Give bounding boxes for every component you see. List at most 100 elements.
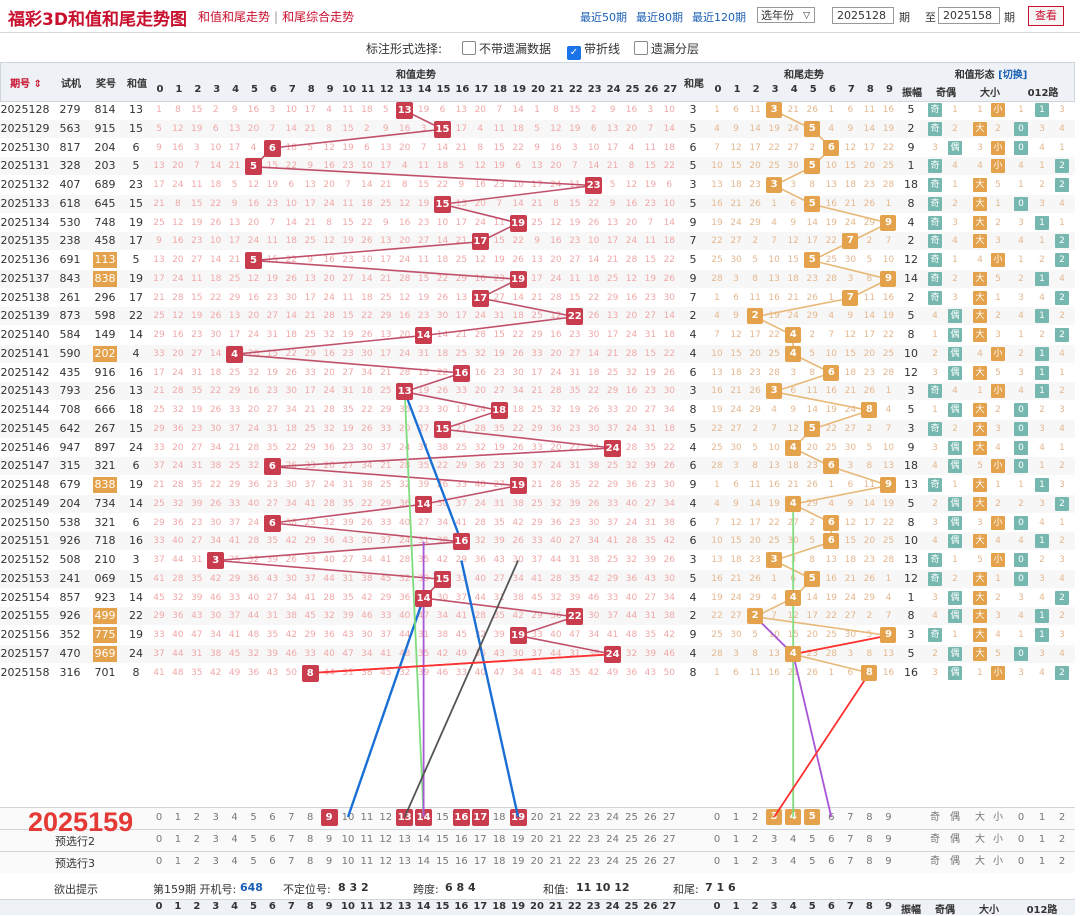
predict-sum-option[interactable]: 6 (269, 856, 276, 867)
recent-120-link[interactable]: 最近120期 (692, 11, 746, 24)
predict-sum-option[interactable]: 26 (644, 812, 657, 823)
predict-shape-option[interactable]: 0 (1017, 812, 1025, 823)
predict-tail-option[interactable]: 9 (885, 834, 892, 845)
from-issue-input[interactable]: 2025128 (832, 7, 894, 24)
predict-tail-option[interactable]: 0 (713, 834, 721, 845)
year-select[interactable]: 选年份 ▽ (757, 7, 815, 23)
predict-sum-option[interactable]: 6 (269, 812, 276, 823)
predict-sum-option[interactable]: 25 (625, 834, 638, 845)
predict-sum-option[interactable]: 26 (644, 856, 657, 867)
predict-sum-option[interactable]: 4 (231, 856, 238, 867)
predict-sum-selected[interactable]: 16 (452, 809, 470, 826)
predict-sum-option[interactable]: 24 (606, 812, 619, 823)
predict-sum-option[interactable]: 1 (174, 834, 182, 845)
predict-shape-option[interactable]: 0 (1017, 834, 1025, 845)
predict-shape-option[interactable]: 大 (975, 856, 985, 867)
predict-sum-option[interactable]: 7 (288, 834, 295, 845)
predict-sum-option[interactable]: 2 (193, 812, 200, 823)
predict-shape-option[interactable]: 1 (1038, 834, 1046, 845)
predict-tail-option[interactable]: 4 (790, 856, 797, 867)
predict-shape-option[interactable]: 大 (975, 834, 985, 845)
predict-sum-option[interactable]: 9 (325, 856, 333, 867)
predict-shape-option[interactable]: 奇 (930, 834, 940, 845)
predict-tail-option[interactable]: 1 (732, 812, 740, 823)
predict-tail-option[interactable]: 8 (866, 812, 873, 823)
predict-tail-selected[interactable]: 4 (785, 809, 802, 825)
predict-sum-option[interactable]: 5 (250, 856, 257, 867)
tab-sum-tail-trend[interactable]: 和值和尾走势 (198, 10, 271, 24)
predict-tail-option[interactable]: 4 (790, 834, 797, 845)
predict-shape-option[interactable]: 偶 (950, 856, 960, 867)
predict-sum-option[interactable]: 3 (212, 856, 219, 867)
predict-tail-option[interactable]: 6 (828, 834, 835, 845)
predict-tail-option[interactable]: 2 (751, 856, 759, 867)
predict-tail-option[interactable]: 2 (751, 812, 759, 823)
predict-sum-option[interactable]: 24 (606, 834, 619, 845)
predict-sum-option[interactable]: 11 (360, 812, 374, 823)
predict-sum-option[interactable]: 12 (379, 812, 393, 823)
predict-sum-option[interactable]: 0 (155, 856, 163, 867)
predict-sum-option[interactable]: 27 (662, 834, 676, 845)
predict-sum-selected[interactable]: 19 (509, 809, 527, 826)
predict-sum-selected[interactable]: 17 (471, 809, 489, 826)
predict-sum-option[interactable]: 27 (662, 856, 676, 867)
predict-shape-option[interactable]: 1 (1038, 856, 1046, 867)
predict-sum-option[interactable]: 24 (606, 856, 619, 867)
predict-shape-option[interactable]: 小 (993, 812, 1003, 823)
predict-sum-option[interactable]: 23 (587, 812, 601, 823)
predict-shape-option[interactable]: 奇 (930, 812, 940, 823)
predict-sum-selected[interactable]: 13 (396, 809, 414, 826)
predict-sum-option[interactable]: 1 (174, 856, 182, 867)
predict-sum-option[interactable]: 21 (549, 856, 563, 867)
predict-sum-option[interactable]: 15 (436, 812, 449, 823)
recent-80-link[interactable]: 最近80期 (636, 11, 683, 24)
predict-sum-option[interactable]: 9 (325, 834, 333, 845)
predict-tail-option[interactable]: 3 (770, 856, 778, 867)
predict-sum-option[interactable]: 0 (155, 812, 163, 823)
predict-shape-option[interactable]: 1 (1038, 812, 1046, 823)
predict-sum-option[interactable]: 11 (360, 856, 374, 867)
switch-link[interactable]: [切换] (998, 70, 1028, 81)
predict-shape-option[interactable]: 0 (1017, 856, 1025, 867)
predict-sum-option[interactable]: 25 (625, 856, 638, 867)
predict-sum-option[interactable]: 8 (307, 856, 314, 867)
predict-tail-option[interactable]: 1 (732, 856, 740, 867)
predict-tail-option[interactable]: 6 (828, 856, 835, 867)
predict-sum-option[interactable]: 13 (398, 834, 412, 845)
predict-tail-option[interactable]: 7 (847, 834, 854, 845)
predict-sum-option[interactable]: 14 (417, 834, 430, 845)
predict-sum-option[interactable]: 17 (473, 856, 487, 867)
predict-sum-option[interactable]: 8 (307, 834, 314, 845)
predict-sum-option[interactable]: 2 (193, 834, 200, 845)
no-missing-data-checkbox[interactable]: 不带遗漏数据 (462, 40, 551, 57)
predict-sum-option[interactable]: 16 (455, 834, 468, 845)
predict-sum-option[interactable]: 19 (511, 834, 525, 845)
predict-shape-option[interactable]: 奇 (930, 856, 940, 867)
predict-sum-option[interactable]: 22 (568, 834, 582, 845)
predict-tail-option[interactable]: 5 (809, 834, 816, 845)
predict-sum-option[interactable]: 10 (341, 834, 355, 845)
predict-sum-option[interactable]: 18 (492, 834, 506, 845)
predict-sum-option[interactable]: 8 (307, 812, 314, 823)
predict-shape-option[interactable]: 偶 (950, 812, 960, 823)
predict-sum-option[interactable]: 5 (250, 812, 257, 823)
predict-sum-option[interactable]: 20 (530, 834, 544, 845)
predict-tail-option[interactable]: 9 (885, 856, 892, 867)
to-issue-input[interactable]: 2025158 (938, 7, 1000, 24)
predict-sum-option[interactable]: 5 (250, 834, 257, 845)
predict-tail-option[interactable]: 8 (866, 834, 873, 845)
predict-sum-option[interactable]: 21 (549, 834, 563, 845)
predict-shape-option[interactable]: 小 (993, 834, 1003, 845)
predict-sum-option[interactable]: 10 (341, 856, 355, 867)
predict-sum-option[interactable]: 14 (417, 856, 430, 867)
predict-sum-option[interactable]: 6 (269, 834, 276, 845)
predict-sum-option[interactable]: 4 (231, 834, 238, 845)
predict-sum-option[interactable]: 20 (530, 812, 544, 823)
with-polyline-checkbox[interactable]: ✓ 带折线 (567, 40, 620, 60)
predict-sum-option[interactable]: 22 (568, 812, 582, 823)
predict-tail-selected[interactable]: 3 (766, 809, 783, 825)
predict-sum-selected[interactable]: 9 (320, 809, 338, 826)
missing-layer-checkbox[interactable]: 遗漏分层 (634, 40, 699, 57)
predict-shape-option[interactable]: 2 (1058, 856, 1066, 867)
predict-sum-option[interactable]: 15 (436, 834, 449, 845)
